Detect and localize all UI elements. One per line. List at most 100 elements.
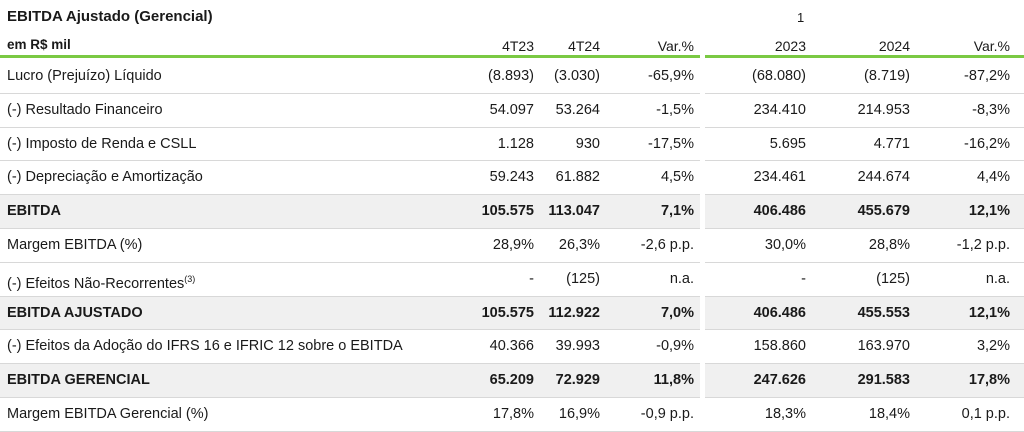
table-row: (-) Efeitos Não-Recorrentes(3) - (125) n.a.… [0, 263, 1024, 297]
row-label-text: (-) Imposto de Renda e CSLL [7, 135, 197, 152]
cell-var-year: 4,4% [976, 169, 1010, 186]
table-body: Lucro (Prejuízo) Líquido (8.893) (3.030) -6… [0, 60, 1024, 432]
row-label: (-) Depreciação e Amortização [7, 161, 203, 194]
col-header-4t24: 4T24 [568, 38, 600, 54]
cell-var-quarter: -0,9% [656, 338, 694, 355]
cell-var-quarter: -65,9% [648, 68, 694, 84]
row-label-text: Margem EBITDA (%) [7, 236, 143, 253]
row-label: (-) Resultado Financeiro [7, 94, 163, 127]
cell-2024: 455.553 [857, 304, 910, 321]
cell-2024: 455.679 [857, 203, 910, 220]
col-header-2023: 2023 [774, 38, 806, 54]
row-label: EBITDA AJUSTADO [7, 297, 143, 330]
table-row: Margem EBITDA Gerencial (%) 17,8% 16,9% -0,… [0, 398, 1024, 432]
cell-var-quarter: -0,9 p.p. [640, 405, 694, 422]
cell-var-year: 12,1% [968, 203, 1010, 220]
cell-2024: 4.771 [873, 135, 910, 152]
footnote-marker: 1 [797, 10, 805, 25]
row-label: (-) Efeitos Não-Recorrentes(3) [7, 263, 195, 301]
col-header-4t23: 4T23 [502, 38, 534, 54]
row-label-text: EBITDA GERENCIAL [7, 372, 150, 389]
column-separator [700, 58, 705, 430]
cell-var-year: 0,1 p.p. [961, 405, 1010, 422]
cell-2024: 28,8% [868, 236, 910, 253]
cell-2023: 234.410 [753, 101, 806, 118]
row-label-text: (-) Resultado Financeiro [7, 101, 163, 118]
cell-var-quarter: 11,8% [653, 372, 694, 389]
table-row: (-) Resultado Financeiro 54.097 53.264 -1,5… [0, 94, 1024, 128]
row-label: Lucro (Prejuízo) Líquido [7, 60, 162, 93]
cell-2023: 18,3% [764, 405, 806, 422]
cell-4t23: 59.243 [489, 169, 534, 186]
col-header-var-quarter: Var.% [657, 38, 694, 54]
cell-var-year: 3,2% [976, 338, 1010, 355]
cell-var-year: n.a. [985, 270, 1010, 287]
table-row: Lucro (Prejuízo) Líquido (8.893) (3.030) -6… [0, 60, 1024, 94]
cell-var-year: -1,2 p.p. [956, 236, 1010, 253]
cell-2023: 5.695 [769, 135, 806, 152]
table-title: EBITDA Ajustado (Gerencial) [7, 8, 213, 25]
cell-2023: 406.486 [753, 304, 806, 321]
unit-label: em R$ mil [7, 37, 71, 52]
cell-var-year: 12,1% [968, 304, 1010, 321]
table-row: (-) Efeitos da Adoção do IFRS 16 e IFRIC… [0, 330, 1024, 365]
row-label-text: EBITDA AJUSTADO [7, 304, 143, 321]
table-row: EBITDA AJUSTADO 105.575 112.922 7,0% 406.486… [0, 296, 1024, 331]
cell-2023: 406.486 [753, 203, 806, 220]
cell-4t24: 53.264 [555, 101, 600, 118]
col-header-2024: 2024 [878, 38, 910, 54]
row-label-text: (-) Efeitos da Adoção do IFRS 16 e IFRIC… [7, 338, 403, 355]
cell-4t24: 16,9% [558, 405, 600, 422]
cell-4t24: 112.922 [548, 304, 600, 321]
row-label-text: (-) Efeitos Não-Recorrentes [7, 275, 185, 292]
cell-var-year: 17,8% [968, 372, 1010, 389]
cell-4t23: 28,9% [492, 236, 534, 253]
cell-2023: 247.626 [753, 372, 806, 389]
cell-4t24: (3.030) [554, 68, 600, 84]
cell-2024: (125) [876, 270, 910, 287]
cell-2023: - [801, 270, 806, 287]
row-label: Margem EBITDA Gerencial (%) [7, 398, 208, 431]
cell-4t23: 40.366 [489, 338, 534, 355]
cell-var-quarter: -1,5% [656, 101, 694, 118]
cell-4t24: 930 [575, 135, 600, 152]
cell-2024: 163.970 [857, 338, 910, 355]
cell-2023: 234.461 [753, 169, 806, 186]
cell-var-quarter: -17,5% [648, 135, 694, 152]
table-row: EBITDA GERENCIAL 65.209 72.929 11,8% 247.626… [0, 364, 1024, 398]
row-label-text: EBITDA [7, 203, 61, 220]
table-row: (-) Depreciação e Amortização 59.243 61.88… [0, 161, 1024, 196]
cell-2023: 30,0% [764, 236, 806, 253]
cell-var-quarter: n.a. [669, 270, 694, 287]
cell-4t23: 105.575 [481, 304, 534, 321]
cell-var-quarter: 7,1% [660, 203, 694, 220]
row-label-text: Lucro (Prejuízo) Líquido [7, 68, 162, 84]
cell-4t23: 54.097 [489, 101, 534, 118]
cell-2024: 214.953 [857, 101, 910, 118]
cell-4t23: 1.128 [497, 135, 534, 152]
row-label: (-) Efeitos da Adoção do IFRS 16 e IFRIC… [7, 330, 403, 363]
cell-4t23: - [529, 270, 534, 287]
cell-var-quarter: 4,5% [660, 169, 694, 186]
table-row: (-) Imposto de Renda e CSLL 1.128 930 -17,5… [0, 128, 1024, 162]
cell-4t24: 72.929 [555, 372, 600, 389]
cell-var-quarter: -2,6 p.p. [640, 236, 694, 253]
row-label: (-) Imposto de Renda e CSLL [7, 128, 196, 161]
cell-4t24: 113.047 [548, 203, 600, 220]
row-label: EBITDA [7, 195, 61, 228]
cell-2024: 244.674 [857, 169, 910, 186]
col-header-var-year: Var.% [973, 38, 1010, 54]
cell-4t23: (8.893) [488, 68, 534, 84]
cell-var-year: -16,2% [964, 135, 1010, 152]
table-row: EBITDA 105.575 113.047 7,1% 406.486 455.679 12… [0, 195, 1024, 229]
cell-var-year: -8,3% [972, 101, 1010, 118]
header-accent-bar-right [705, 55, 1024, 58]
cell-4t24: 39.993 [555, 338, 600, 355]
row-label-text: (-) Depreciação e Amortização [7, 169, 203, 186]
cell-2024: 291.583 [857, 372, 910, 389]
cell-4t23: 17,8% [492, 405, 534, 422]
cell-4t23: 65.209 [489, 372, 534, 389]
header-accent-bar-left [0, 55, 700, 58]
cell-2023: 158.860 [753, 338, 806, 355]
row-label: Margem EBITDA (%) [7, 229, 142, 262]
